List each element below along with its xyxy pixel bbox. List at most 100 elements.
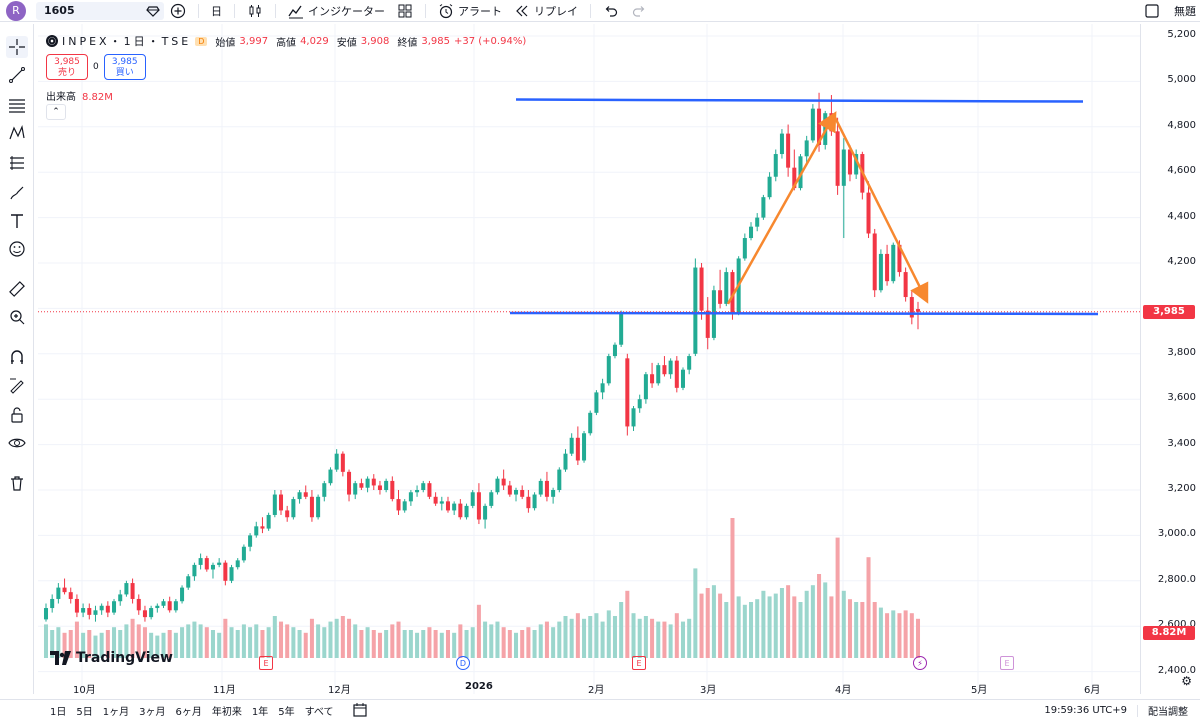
candle-body	[619, 312, 624, 345]
layout-button[interactable]	[391, 0, 419, 22]
earnings-marker: E	[1004, 658, 1010, 668]
candle-body	[266, 514, 271, 529]
uptrend-arrow	[726, 111, 837, 305]
candle-body	[50, 598, 55, 609]
volume-legend: 出来高 8.82M	[46, 88, 113, 103]
volume-bar	[674, 613, 679, 658]
clock[interactable]: 19:59:36 UTC+9	[1044, 705, 1127, 716]
earnings-event-icon[interactable]: E	[259, 656, 273, 670]
magnet-icon[interactable]	[6, 346, 28, 368]
buy-price: 3,985	[111, 57, 138, 67]
lock-icon[interactable]	[6, 404, 28, 426]
candle-body	[514, 490, 519, 495]
volume-bar	[594, 613, 599, 658]
text-icon[interactable]	[6, 210, 28, 232]
volume-bar	[309, 618, 314, 658]
range-button[interactable]: 3ヶ月	[139, 706, 166, 718]
eye-icon[interactable]	[6, 432, 28, 454]
candle-body	[526, 496, 531, 509]
emoji-icon[interactable]	[6, 238, 28, 260]
volume-bar	[854, 602, 859, 658]
price-label: 2,600.0	[1157, 619, 1196, 631]
symbol-search-input[interactable]: 1605	[36, 1, 164, 21]
diamond-icon[interactable]	[146, 4, 160, 21]
price-label: 4,200	[1167, 256, 1196, 267]
volume-bar	[328, 621, 333, 658]
range-button[interactable]: 6ヶ月	[175, 706, 202, 718]
interval-button[interactable]: 日	[205, 0, 228, 22]
crosshair-icon[interactable]	[6, 36, 28, 58]
candle-body	[544, 480, 549, 497]
date-range-buttons: 1日 5日 1ヶ月 3ヶ月 6ヶ月 年初来 1年 5年 すべて	[50, 703, 334, 718]
redo-button[interactable]	[625, 0, 653, 22]
close-value: 3,985	[421, 35, 450, 47]
buy-button[interactable]: 3,985 買い	[103, 54, 146, 80]
volume-bar	[718, 593, 723, 658]
chart-canvas[interactable]	[38, 24, 1140, 694]
range-button[interactable]: 5日	[76, 706, 93, 718]
candle-body	[433, 496, 438, 504]
zoom-icon[interactable]	[6, 306, 28, 328]
earnings-event-icon[interactable]: E	[632, 656, 646, 670]
sell-button[interactable]: 3,985 売り	[46, 54, 88, 80]
fib-icon[interactable]	[6, 152, 28, 174]
toolbar-divider	[590, 3, 591, 18]
volume-bar	[371, 630, 376, 658]
settings-gear-icon[interactable]: ⚙	[1181, 674, 1192, 688]
lightning-event-icon[interactable]: ⚡	[913, 656, 927, 670]
trash-icon[interactable]	[6, 472, 28, 494]
layout-name[interactable]: 無題	[1174, 5, 1196, 18]
interval-label: 日	[211, 4, 222, 18]
range-button[interactable]: 年初来	[211, 706, 242, 718]
undo-button[interactable]	[597, 0, 625, 22]
sell-price: 3,985	[54, 57, 80, 67]
horizontal-lines-icon[interactable]	[6, 94, 28, 116]
volume-bar	[612, 616, 617, 658]
candle-body	[730, 272, 735, 313]
ruler-icon[interactable]	[6, 278, 28, 300]
add-symbol-button[interactable]	[164, 0, 192, 22]
buy-label: 買い	[115, 68, 134, 78]
volume-bar	[204, 627, 209, 658]
replay-button[interactable]: リプレイ	[508, 0, 584, 22]
draw-lock-icon[interactable]	[6, 374, 28, 396]
price-axis[interactable]: 5,200 5,000 4,800 4,600 4,400 4,200 3,800 3,600…	[1140, 24, 1200, 694]
rewind-icon	[516, 5, 528, 16]
volume-bar	[452, 632, 457, 658]
range-button[interactable]: すべて	[304, 706, 334, 718]
volume-bar	[693, 568, 698, 658]
layout-window-icon[interactable]	[1144, 3, 1160, 19]
range-button[interactable]: 1日	[50, 706, 67, 718]
candle-body	[155, 605, 160, 609]
volume-bar	[402, 630, 407, 658]
dividend-adjust-toggle[interactable]: 配当調整	[1148, 707, 1188, 718]
range-button[interactable]: 1ヶ月	[102, 706, 130, 718]
volume-bar	[112, 627, 117, 658]
candle-body	[495, 478, 500, 493]
indicators-button[interactable]: インジケーター	[282, 0, 391, 22]
collapse-legend-button[interactable]: ⌃	[46, 104, 66, 120]
candle-body	[328, 469, 333, 484]
user-avatar[interactable]: R	[6, 0, 26, 21]
trend-line-icon[interactable]	[6, 64, 28, 86]
dividend-event-icon[interactable]: D	[456, 656, 470, 670]
range-button[interactable]: 1年	[251, 706, 269, 718]
legend-symbol[interactable]: INPEX・1日・TSE	[62, 35, 192, 48]
volume-bar	[470, 627, 475, 658]
brush-icon[interactable]	[6, 182, 28, 204]
chart-type-button[interactable]	[241, 0, 269, 22]
tradingview-logo[interactable]: TradingView	[50, 650, 173, 666]
low-value: 3,908	[360, 35, 390, 47]
candle-body	[241, 546, 246, 561]
calendar-icon[interactable]	[352, 702, 368, 718]
candle-body	[445, 501, 450, 511]
pattern-icon[interactable]	[6, 122, 28, 144]
support-line	[509, 311, 1099, 316]
price-chart[interactable]	[38, 24, 1140, 694]
candle-body	[903, 272, 908, 298]
alert-button[interactable]: アラート	[432, 0, 508, 22]
earnings-event-icon[interactable]: E	[1000, 656, 1014, 670]
range-button[interactable]: 5年	[278, 706, 295, 718]
candle-body	[909, 297, 914, 318]
volume-bar	[99, 632, 104, 658]
